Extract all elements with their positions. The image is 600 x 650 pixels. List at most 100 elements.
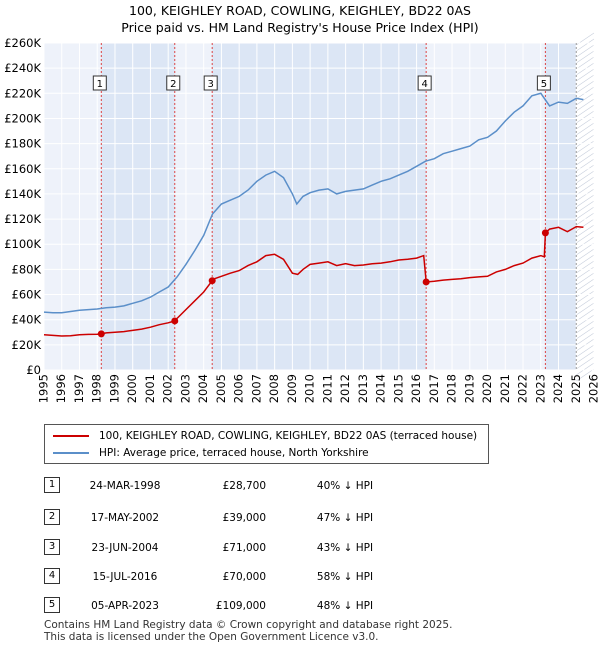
sale-box: [417, 75, 432, 91]
y-tick-label: £60K: [12, 288, 42, 302]
future-hatch: [576, 200, 595, 214]
y-tick-label: £0: [26, 363, 41, 377]
future-hatch: [576, 320, 595, 334]
future-hatch: [576, 332, 595, 346]
sale-price: £28,700: [222, 480, 266, 492]
future-hatch: [576, 122, 595, 136]
sale-date: 24-MAR-1998: [89, 480, 161, 492]
sale-box: [92, 75, 107, 91]
sale-number-badge: 3: [44, 539, 60, 555]
future-hatch: [576, 80, 595, 94]
sale-point: [208, 277, 216, 285]
legend-item-property: 100, KEIGHLEY ROAD, COWLING, KEIGHLEY, B…: [53, 428, 477, 444]
future-hatch: [576, 368, 595, 382]
x-tick-label: 2009: [285, 374, 299, 403]
future-hatch: [576, 98, 595, 112]
y-tick-label: £260K: [4, 36, 41, 50]
x-tick-label: 2025: [569, 374, 583, 403]
sale-hpi-diff: 48% ↓ HPI: [316, 600, 374, 612]
x-tick-label: 2012: [338, 374, 352, 403]
future-hatch: [576, 314, 595, 328]
future-hatch: [576, 56, 595, 70]
x-tick-label: 2026: [587, 374, 600, 403]
footer-licence: This data is licensed under the Open Gov…: [44, 631, 379, 643]
future-hatch: [576, 344, 595, 358]
y-tick-label: £40K: [12, 313, 42, 327]
x-tick-label: 2010: [303, 374, 317, 403]
future-hatch: [576, 182, 595, 196]
y-tick-label: £160K: [4, 162, 41, 176]
x-tick-label: 2015: [391, 374, 405, 403]
sale-point: [422, 278, 430, 286]
future-hatch: [576, 74, 595, 88]
x-tick-label: 2021: [498, 374, 512, 403]
x-tick-label: 1995: [37, 374, 51, 403]
sale-number-badge: 2: [44, 509, 60, 525]
future-hatch: [576, 242, 595, 256]
future-hatch: [576, 326, 595, 340]
sale-price: £39,000: [222, 512, 266, 524]
sale-price: £71,000: [222, 542, 266, 554]
x-tick-label: 2005: [214, 374, 228, 403]
legend-swatch-property: [53, 435, 89, 437]
sale-row: 2 17-MAY-2002 £39,000 47% ↓ HPI: [0, 507, 600, 527]
chart-title: 100, KEIGHLEY ROAD, COWLING, KEIGHLEY, B…: [129, 3, 471, 18]
x-tick-label: 2023: [533, 374, 547, 403]
sale-price: £109,000: [215, 600, 266, 612]
price-chart: 1 2 3 4 5 £0 £20K £40K £60K £80K £100K £120K £140K £…: [4, 32, 600, 403]
x-tick-label: 2020: [480, 374, 494, 403]
footer: Contains HM Land Registry data © Crown c…: [44, 619, 452, 643]
period-band: [212, 43, 427, 370]
future-hatch: [576, 134, 595, 148]
future-hatch: [576, 176, 595, 190]
sale-box: [536, 75, 551, 91]
series-line-property: [43, 225, 584, 337]
future-hatch: [576, 206, 595, 220]
legend-item-hpi: HPI: Average price, terraced house, Nort…: [53, 445, 369, 461]
x-tick-label: 2007: [249, 374, 263, 403]
future-hatch: [576, 272, 595, 286]
sale-row: 1 24-MAR-1998 £28,700 40% ↓ HPI: [0, 475, 600, 495]
x-tick-label: 2018: [445, 374, 459, 403]
x-tick-label: 2011: [320, 374, 334, 403]
y-tick-label: £140K: [4, 187, 41, 201]
x-tick-label: 1999: [107, 374, 121, 403]
y-tick-label: £220K: [4, 86, 41, 100]
sale-hpi-diff: 58% ↓ HPI: [316, 571, 374, 583]
sale-hpi-diff: 43% ↓ HPI: [316, 542, 374, 554]
sale-box-label: 5: [541, 79, 547, 90]
legend-label-hpi: HPI: Average price, terraced house, Nort…: [99, 447, 369, 459]
x-tick-label: 2017: [427, 374, 441, 403]
future-hatch: [576, 302, 595, 316]
x-tick-label: 2008: [267, 374, 281, 403]
sale-point: [541, 229, 549, 237]
x-tick-label: 1998: [90, 374, 104, 403]
future-hatch: [576, 68, 595, 82]
sale-box: [203, 75, 218, 91]
sale-point: [171, 317, 179, 325]
future-hatch: [576, 362, 595, 376]
x-tick-label: 2022: [516, 374, 530, 403]
sale-hpi-diff: 40% ↓ HPI: [316, 480, 374, 492]
x-tick-label: 1997: [72, 374, 86, 403]
sale-price: £70,000: [222, 571, 266, 583]
sale-box-label: 3: [208, 79, 214, 90]
future-hatch: [576, 110, 595, 124]
future-hatch: [576, 278, 595, 292]
period-band: [545, 43, 577, 370]
sale-box-label: 4: [421, 79, 427, 90]
sale-number-badge: 4: [44, 568, 60, 584]
sale-date: 15-JUL-2016: [92, 571, 158, 583]
future-hatch: [576, 224, 595, 238]
future-hatch: [576, 188, 595, 202]
future-hatch: [576, 152, 595, 166]
period-band: [101, 43, 175, 370]
legend-label-property: 100, KEIGHLEY ROAD, COWLING, KEIGHLEY, B…: [99, 430, 478, 442]
future-hatch: [576, 308, 595, 322]
sale-box: [166, 75, 181, 91]
future-hatch: [576, 230, 595, 244]
sale-row: 5 05-APR-2023 £109,000 48% ↓ HPI: [0, 595, 600, 615]
y-tick-label: £200K: [4, 111, 41, 125]
future-hatch: [576, 194, 595, 208]
x-tick-label: 2004: [196, 374, 210, 403]
